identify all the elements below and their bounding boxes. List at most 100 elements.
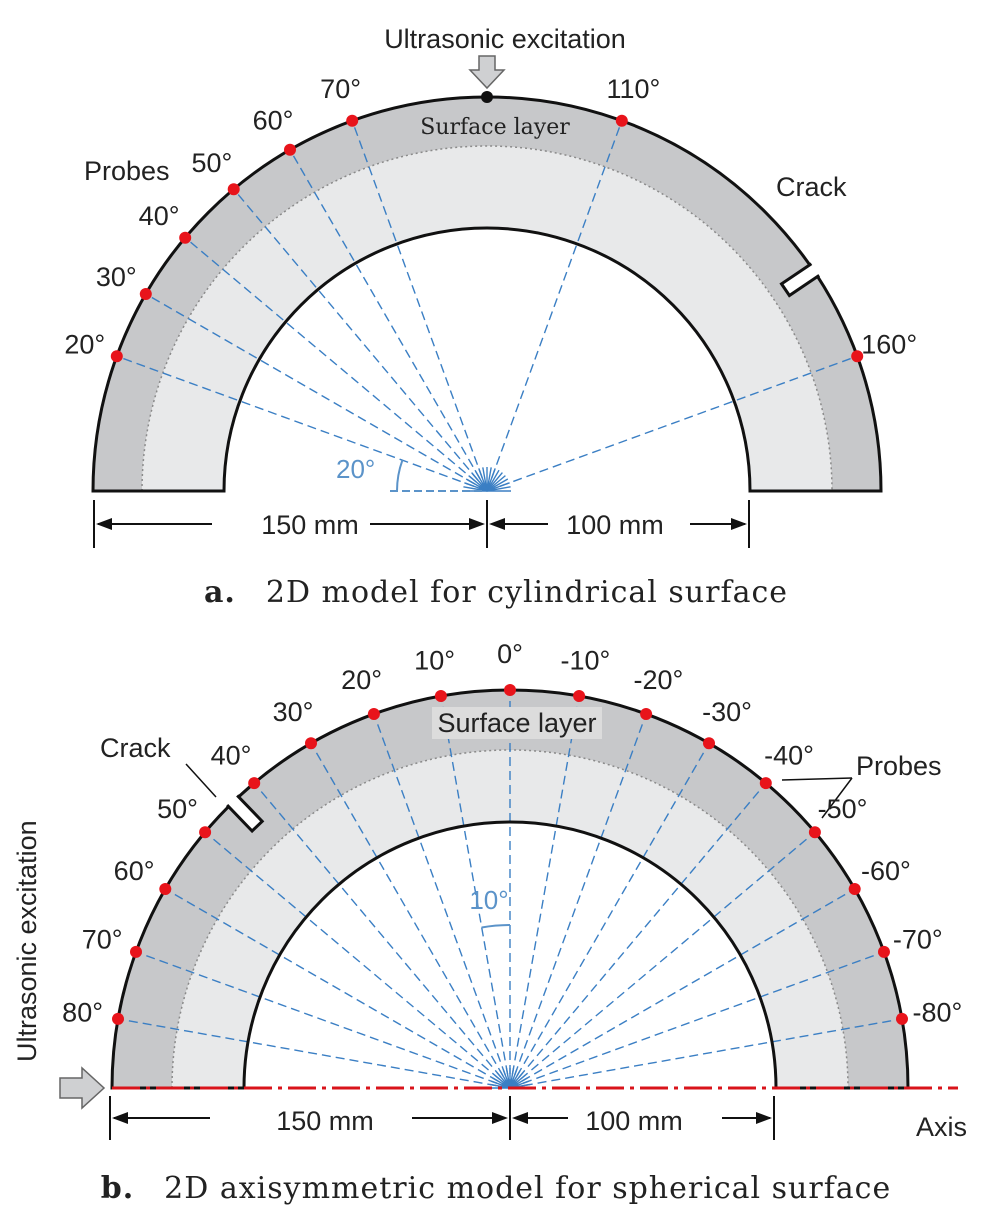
probe-marker: [504, 684, 516, 696]
probe-marker: [199, 826, 212, 839]
probe-ray: [486, 120, 623, 492]
dimension-right-label: 100 mm: [585, 1106, 683, 1136]
probe-ray: [117, 1018, 511, 1089]
layer-boundary-dotted: [141, 145, 833, 492]
fan-ray: [486, 475, 506, 492]
probe-marker: [159, 883, 172, 895]
probe-angle-label: -30°: [702, 697, 752, 727]
probe-marker: [179, 231, 192, 244]
probe-marker: [759, 777, 772, 790]
probe-ray: [145, 293, 488, 492]
probe-angle-label: 40°: [139, 201, 180, 231]
half-ring-outline: [91, 95, 883, 493]
crack-notch: [779, 262, 821, 298]
excitation-arrow-icon: [59, 1066, 106, 1110]
probe-angle-label: 40°: [211, 741, 252, 771]
probe-group: [112, 684, 908, 1025]
probe-ray: [253, 782, 511, 1089]
angle-step-arc: [395, 459, 404, 492]
probe-marker: [573, 690, 586, 702]
probe-marker: [130, 945, 142, 958]
angle-step-label: 10°: [469, 885, 508, 915]
probe-angle-label: 30°: [273, 697, 314, 727]
probe-ray: [509, 1018, 903, 1089]
probe-ray-group: [116, 120, 858, 492]
surface-layer-band: [112, 690, 908, 1088]
dimension-left-label: 150 mm: [276, 1106, 374, 1136]
half-ring-outline: [110, 688, 910, 1090]
probe-angle-label: 10°: [414, 646, 455, 676]
probe-angle-label: -80°: [912, 998, 962, 1028]
probe-angle-label: 110°: [606, 74, 660, 104]
caption-letter: b.: [101, 1171, 134, 1206]
probe-marker: [848, 883, 861, 895]
probe-angle-label: 70°: [82, 925, 123, 955]
probe-marker: [703, 737, 715, 750]
crack-label: Crack: [776, 172, 847, 202]
probe-marker: [305, 737, 317, 750]
dimension-left-label: 150 mm: [261, 510, 359, 540]
probe-marker: [367, 708, 380, 720]
dimension-arrowheads: [112, 1112, 772, 1124]
probe-angle-label: 80°: [62, 998, 103, 1028]
dimension-arrowheads: [96, 518, 747, 530]
excitation-arrow-icon: [468, 55, 506, 90]
probe-marker: [284, 143, 296, 156]
crack-label: Crack: [100, 733, 171, 763]
probe-angle-label: 20°: [341, 665, 382, 695]
probe-label-group: 80° 70° 60° 50° 40° 30° 20° 10° 0° -10° -20° -30° -4…: [62, 639, 962, 1028]
probe-angle-label: 60°: [114, 856, 155, 886]
probe-ray: [310, 742, 511, 1089]
panel-b-spherical: Surface layer Crack Probes 10° 80° 70° 60°…: [12, 639, 967, 1206]
probe-ray: [509, 888, 856, 1089]
probe-ray: [233, 188, 488, 492]
probes-label: Probes: [84, 156, 170, 186]
probe-ray: [509, 713, 647, 1089]
probe-angle-label: -40°: [764, 741, 814, 771]
probe-marker: [808, 826, 821, 839]
probe-ray: [509, 742, 710, 1089]
fan-ray: [471, 472, 488, 492]
probe-angle-label: 70°: [320, 74, 361, 104]
probe-ray: [509, 951, 885, 1089]
crack-notch: [226, 794, 265, 834]
probe-ray: [486, 355, 858, 492]
probe-ray: [289, 149, 488, 492]
probe-marker: [640, 708, 653, 720]
surface-layer-band: [93, 97, 881, 491]
probe-angle-label: 30°: [96, 262, 137, 292]
probe-angle-label: -70°: [893, 925, 943, 955]
probe-ray: [351, 120, 488, 492]
probe-marker: [139, 288, 152, 300]
dimension-right-label: 100 mm: [566, 510, 664, 540]
probe-group: [110, 114, 864, 363]
probe-marker: [248, 777, 261, 790]
probe-ray: [116, 355, 488, 492]
probe-angle-label: -60°: [861, 856, 911, 886]
probe-ray: [373, 713, 511, 1089]
angle-step-label: 20°: [336, 454, 375, 484]
probe-angle-label: -50°: [818, 794, 868, 824]
probe-angle-label: 0°: [497, 639, 523, 669]
probe-ray: [509, 695, 580, 1089]
excitation-label: Ultrasonic excitation: [384, 24, 626, 54]
fan-ray: [486, 467, 492, 492]
probe-ray: [164, 888, 511, 1089]
surface-layer-label-bg: [432, 707, 602, 739]
probe-marker: [615, 114, 628, 127]
probes-leader-lines: [781, 777, 853, 819]
inner-material-band: [142, 146, 832, 491]
caption-letter: a.: [204, 575, 236, 610]
probe-ray: [204, 831, 511, 1089]
probe-angle-label: 50°: [191, 148, 232, 178]
probe-angle-label: 160°: [861, 330, 917, 360]
crack-leader-line: [185, 763, 217, 798]
axis-label: Axis: [916, 1112, 967, 1142]
probe-marker: [346, 114, 359, 127]
surface-layer-label: Surface layer: [420, 115, 570, 140]
excitation-label: Ultrasonic excitation: [12, 820, 42, 1062]
caption-text: 2D model for cylindrical surface: [266, 575, 788, 610]
probe-ray: [440, 695, 511, 1089]
probe-angle-label: 60°: [253, 105, 294, 135]
